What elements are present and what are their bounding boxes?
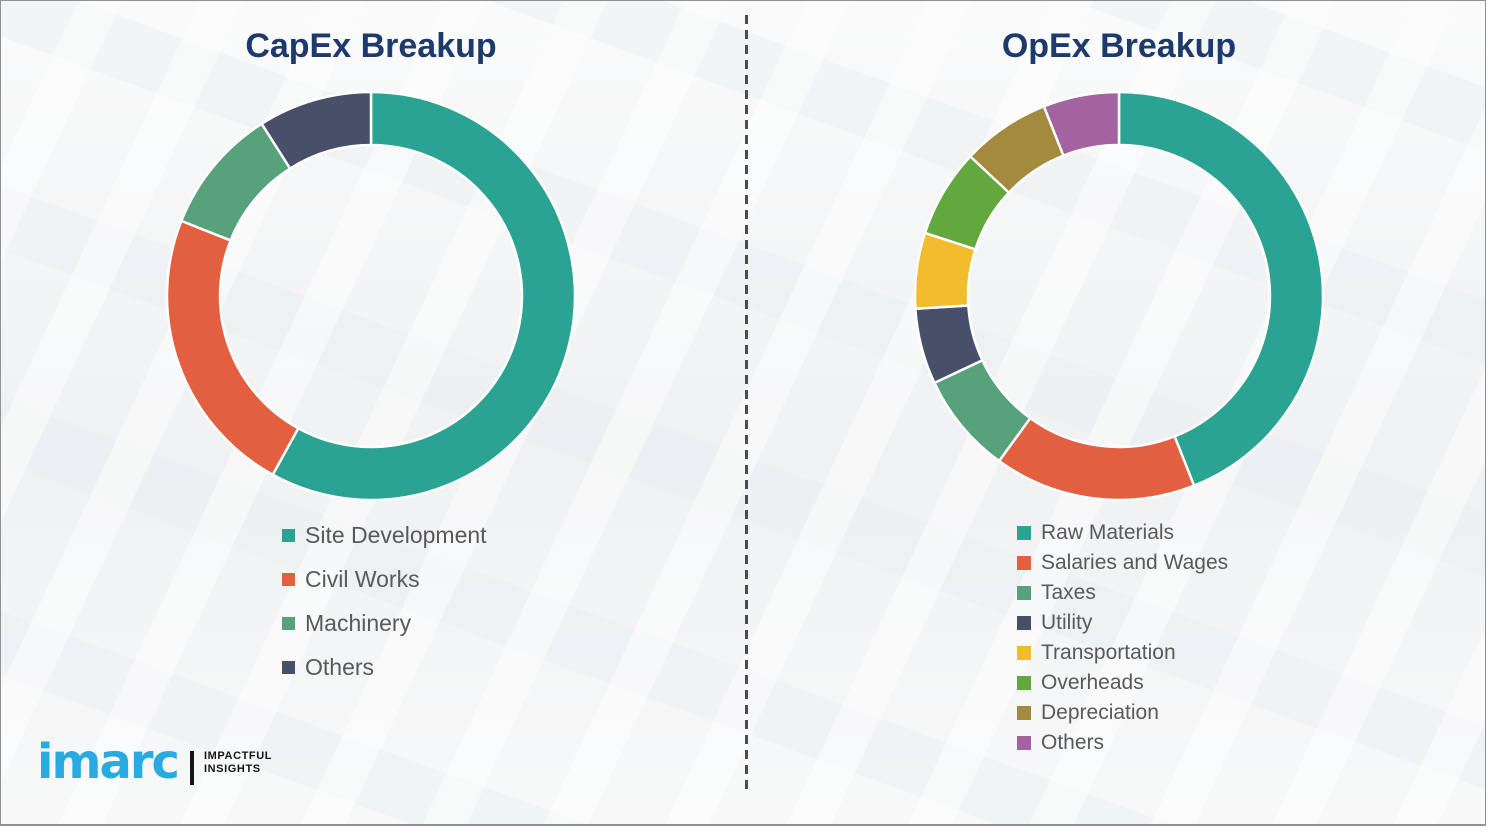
logo-tagline: IMPACTFUL INSIGHTS [204,750,272,776]
legend-item-machinery: Machinery [282,601,487,645]
donut-segment-site-development [271,90,577,502]
logo-divider-bar [189,751,194,785]
capex-chart-title: CapEx Breakup [245,27,497,65]
legend-swatch-machinery [282,616,295,630]
legend-swatch-others [1017,736,1031,750]
donut-segment-salaries-and-wages [997,416,1196,502]
legend-item-depreciation: Depreciation [1017,698,1228,728]
legend-label-overheads: Overheads [1041,671,1144,694]
opex-legend: Raw Materials Salaries and Wages Taxes Util… [1017,518,1228,758]
capex-donut-chart [165,90,577,502]
legend-swatch-others [282,660,295,674]
capex-legend: Site Development Civil Works Machinery Othe… [282,513,487,689]
legend-swatch-civil-works [282,572,295,586]
legend-swatch-depreciation [1017,706,1031,720]
opex-donut-chart [913,90,1325,502]
legend-label-machinery: Machinery [305,609,412,636]
legend-label-taxes: Taxes [1041,581,1096,604]
legend-label-transportation: Transportation [1041,641,1176,664]
legend-label-civil-works: Civil Works [305,565,420,592]
legend-item-others: Others [282,645,487,689]
vertical-dashed-divider [745,15,748,793]
donut-segment-raw-materials [1117,90,1325,487]
donut-segment-civil-works [165,219,300,477]
imarc-wordmark: imarc [37,734,180,790]
legend-item-others: Others [1017,728,1228,758]
donut-segment-others [260,90,373,170]
imarc-logo: imarc IMPACTFUL INSIGHTS [37,734,272,790]
legend-item-civil-works: Civil Works [282,557,487,601]
legend-label-site-development: Site Development [305,521,487,548]
legend-label-raw-materials: Raw Materials [1041,521,1175,544]
legend-item-taxes: Taxes [1017,578,1228,608]
legend-swatch-taxes [1017,586,1031,600]
legend-item-overheads: Overheads [1017,668,1228,698]
legend-item-salaries-and-wages: Salaries and Wages [1017,548,1228,578]
legend-swatch-transportation [1017,646,1031,660]
legend-swatch-site-development [282,528,295,542]
logo-tagline-line1: IMPACTFUL [203,750,273,762]
legend-label-others: Others [305,653,375,680]
legend-label-utility: Utility [1041,611,1093,634]
legend-item-transportation: Transportation [1017,638,1228,668]
legend-swatch-overheads [1017,676,1031,690]
legend-label-depreciation: Depreciation [1041,701,1159,724]
donut-segment-others [1042,90,1121,157]
legend-item-raw-materials: Raw Materials [1017,518,1228,548]
opex-chart-title: OpEx Breakup [1001,27,1237,65]
logo-tagline-line2: INSIGHTS [203,763,261,776]
legend-swatch-utility [1017,616,1031,630]
legend-swatch-salaries-and-wages [1017,556,1031,570]
legend-item-site-development: Site Development [282,513,487,557]
legend-label-salaries-and-wages: Salaries and Wages [1041,551,1229,574]
legend-item-utility: Utility [1017,608,1228,638]
legend-label-others: Others [1041,731,1105,754]
legend-swatch-raw-materials [1017,526,1031,540]
